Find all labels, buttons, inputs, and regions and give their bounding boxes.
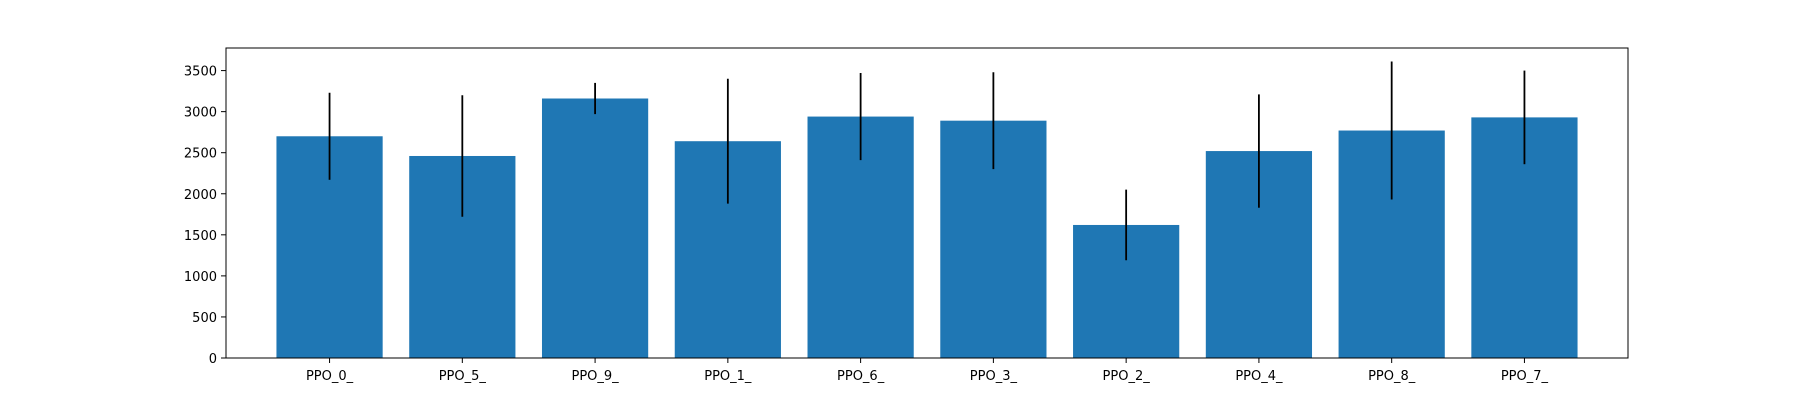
x-tick-label: PPO_5_: [439, 369, 487, 384]
x-tick-label: PPO_6_: [837, 369, 885, 384]
x-tick-label: PPO_1_: [704, 369, 752, 384]
y-tick-label: 3500: [184, 65, 217, 80]
plot-frame: [225, 47, 1629, 359]
x-tick-label: PPO_2_: [1103, 369, 1151, 384]
bars-layer: [276, 98, 1578, 359]
y-tick-label: 0: [209, 352, 217, 367]
x-axis: PPO_0_ PPO_5_ PPO_9_ PPO_1_ PPO_6_ PPO_3_ PPO_…: [306, 358, 1549, 384]
y-tick-label: 3000: [184, 106, 217, 121]
error-bars-layer: [328, 61, 1526, 261]
x-tick-label: PPO_0_: [306, 369, 354, 384]
x-tick-label: PPO_7_: [1501, 369, 1549, 384]
y-tick-label: 2000: [184, 188, 217, 203]
y-tick-label: 1000: [184, 270, 217, 285]
x-tick-label: PPO_8_: [1368, 369, 1416, 384]
x-tick-label: PPO_9_: [571, 369, 619, 384]
y-tick-label: 1500: [184, 229, 217, 244]
y-axis: 0 500 1000 1500 2000 2500 3000 3500: [184, 65, 226, 367]
x-tick-label: PPO_3_: [970, 369, 1018, 384]
bar-ppo-9: [541, 98, 649, 359]
y-tick-label: 2500: [184, 147, 217, 162]
y-tick-label: 500: [192, 311, 217, 326]
x-tick-label: PPO_4_: [1235, 369, 1283, 384]
